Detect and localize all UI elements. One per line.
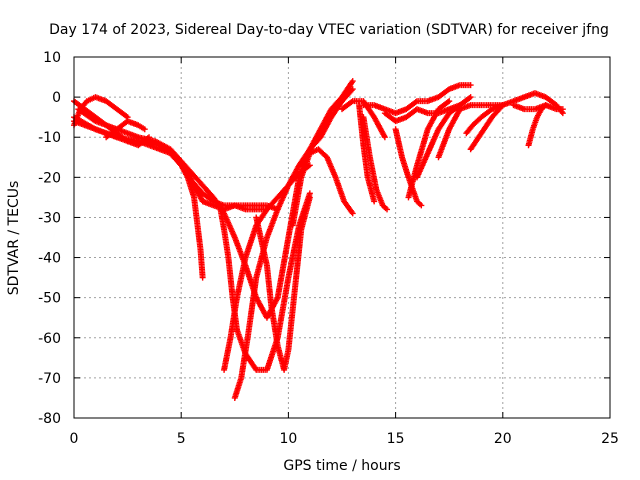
- x-tick-label: 15: [387, 431, 405, 447]
- series-arc-12: [289, 146, 356, 229]
- data-point: [371, 198, 378, 205]
- chart-title: Day 174 of 2023, Sidereal Day-to-day VTE…: [49, 22, 609, 38]
- interp-point: [348, 87, 355, 94]
- series-arc-21: [435, 102, 506, 161]
- y-tick-label: -20: [38, 170, 61, 186]
- y-tick-label: 10: [43, 50, 61, 66]
- y-tick-label: -30: [38, 210, 61, 226]
- y-tick-label: -70: [38, 371, 61, 387]
- series-arc-16: [356, 102, 378, 205]
- y-tick-label: -60: [38, 331, 61, 347]
- y-tick-label: 0: [52, 90, 61, 106]
- data-point: [467, 94, 474, 101]
- series-arc-19: [405, 98, 453, 201]
- y-axis-label: SDTVAR / TECUs: [6, 181, 22, 296]
- data-point: [349, 86, 356, 93]
- x-tick-label: 20: [494, 431, 512, 447]
- data-point: [199, 274, 206, 281]
- series-arc-14: [360, 82, 474, 117]
- data-point: [141, 126, 148, 133]
- data-point: [418, 202, 425, 209]
- series-arc-11: [253, 194, 313, 373]
- data-point: [467, 82, 474, 89]
- series-arc-5: [71, 94, 131, 129]
- series-arc-26: [525, 102, 549, 149]
- y-tick-label: -50: [38, 291, 61, 307]
- y-tick-label: -10: [38, 130, 61, 146]
- series-arc-20: [414, 102, 463, 181]
- axis-ticks: 0 5 10 15 20 25 -80 -70 -60 -50 -40 -30 -20 -10 0 10: [38, 50, 619, 447]
- data-point: [306, 194, 313, 201]
- series-arc-9: [221, 162, 313, 373]
- series-arc-6: [103, 118, 148, 141]
- plot-frame: [73, 56, 611, 419]
- data-point: [384, 206, 391, 213]
- data-point: [559, 106, 566, 113]
- y-tick-label: -40: [38, 251, 61, 267]
- series-arc-15: [360, 114, 391, 213]
- x-tick-label: 0: [70, 431, 79, 447]
- data-point: [381, 134, 388, 141]
- data-point: [446, 98, 453, 105]
- data-point: [306, 162, 313, 169]
- y-tick-label: -80: [38, 411, 61, 427]
- data-point: [542, 102, 549, 109]
- series-arc-18: [392, 126, 425, 209]
- x-tick-label: 10: [279, 431, 297, 447]
- data-points: [71, 78, 566, 401]
- data-point: [349, 210, 356, 217]
- x-tick-label: 5: [177, 431, 186, 447]
- series-arc-10: [231, 86, 356, 401]
- x-axis-label: GPS time / hours: [283, 458, 400, 474]
- data-point: [349, 78, 356, 85]
- x-tick-label: 25: [601, 431, 619, 447]
